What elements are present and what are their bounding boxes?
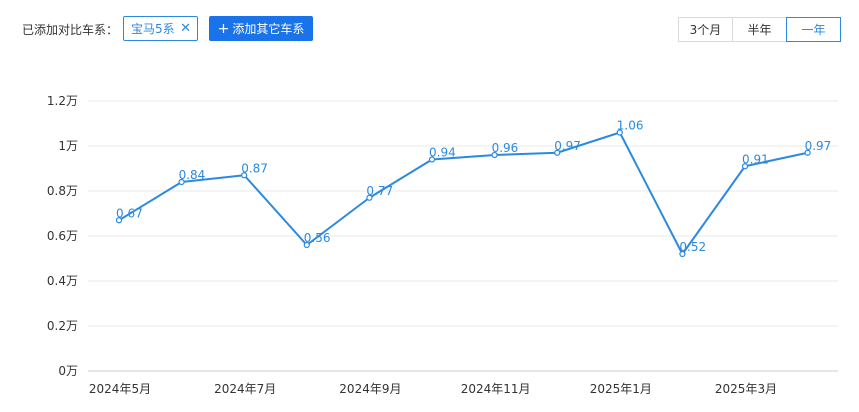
- data-point-marker: [679, 250, 686, 258]
- data-label: 0.97: [805, 139, 832, 153]
- add-model-label: 添加其它车系: [232, 22, 305, 36]
- data-point-marker: [491, 151, 498, 159]
- data-point-marker: [366, 194, 373, 201]
- period-one-year-label: 一年: [801, 23, 826, 37]
- data-label: 1.06: [617, 119, 644, 133]
- x-tick-label: 2025年1月: [590, 382, 652, 396]
- data-label: 0.94: [429, 146, 456, 160]
- plus-icon: +: [217, 20, 230, 37]
- selected-model-label: 宝马5系: [131, 22, 175, 36]
- x-tick-label: 2024年7月: [214, 382, 276, 396]
- data-point-marker: [178, 178, 185, 186]
- x-tick-label: 2025年3月: [715, 382, 777, 396]
- add-model-button[interactable]: + 添加其它车系: [209, 16, 313, 41]
- selected-model-tag[interactable]: 宝马5系 ✕: [123, 16, 198, 41]
- y-tick-label: 1.2万: [47, 94, 78, 108]
- data-label: 0.67: [116, 206, 143, 220]
- data-point-marker: [554, 149, 561, 156]
- x-tick-label: 2024年11月: [461, 382, 531, 396]
- y-tick-label: 0.8万: [47, 184, 78, 198]
- compare-label: 已添加对比车系：: [22, 23, 119, 37]
- data-point-marker: [303, 241, 310, 249]
- y-tick-label: 1万: [58, 139, 78, 153]
- y-tick-label: 0.4万: [47, 274, 78, 288]
- period-half-year-button[interactable]: 半年: [732, 17, 787, 42]
- data-label: 0.56: [304, 231, 331, 245]
- x-tick-label: 2024年9月: [339, 382, 401, 396]
- series-line: [118, 131, 808, 255]
- data-point-marker: [241, 172, 248, 179]
- data-point-marker: [804, 149, 811, 156]
- y-tick-label: 0万: [58, 364, 78, 378]
- data-label: 0.77: [366, 184, 393, 198]
- data-point-marker: [115, 217, 123, 224]
- y-tick-label: 0.2万: [47, 319, 78, 333]
- data-label: 0.97: [554, 139, 581, 153]
- data-point-marker: [616, 129, 623, 136]
- period-3-months-label: 3个月: [689, 23, 722, 37]
- period-one-year-button[interactable]: 一年: [786, 17, 841, 42]
- period-selector: 3个月 半年 一年: [678, 17, 841, 42]
- x-tick-label: 2024年5月: [89, 382, 151, 396]
- data-label: 0.96: [492, 141, 519, 155]
- data-point-marker: [428, 156, 436, 163]
- data-point-marker: [741, 163, 749, 170]
- toolbar: 已添加对比车系： 宝马5系 ✕ + 添加其它车系 3个月 半年 一年: [0, 0, 859, 60]
- y-tick-label: 0.6万: [47, 229, 78, 243]
- data-label: 0.91: [742, 152, 769, 166]
- data-label: 0.84: [179, 168, 206, 182]
- period-half-year-label: 半年: [747, 23, 772, 37]
- data-label: 0.87: [241, 161, 268, 175]
- close-icon[interactable]: ✕: [180, 21, 191, 36]
- data-label: 0.52: [679, 240, 706, 254]
